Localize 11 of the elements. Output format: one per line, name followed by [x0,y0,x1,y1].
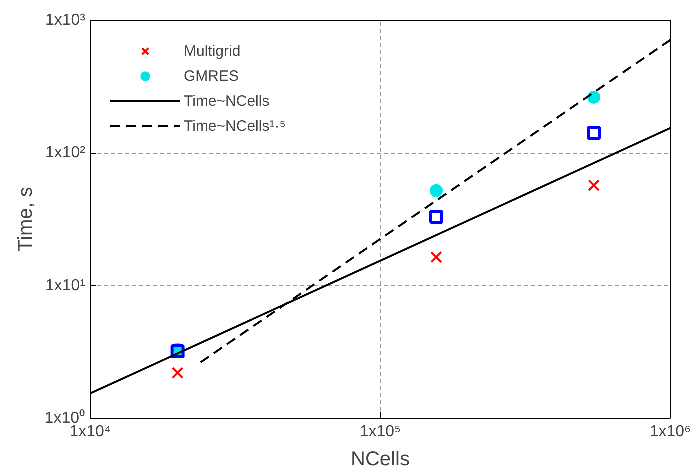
y-axis-title: Time, s [14,187,37,252]
legend-label: Time~NCells¹·⁵ [184,118,286,134]
y-tick-label: 1x10² [45,144,86,162]
y-tick-label: 1x10³ [45,12,86,29]
x-tick-label: 1x10⁵ [360,424,402,440]
x-tick-label: 1x10⁶ [650,424,692,440]
y-tick-label: 1x10¹ [45,277,86,294]
legend-label: Multigrid [184,42,241,60]
legend-label: Time~NCells [184,92,270,110]
x-axis-title: NCells [351,448,410,470]
legend-label: GMRES [184,68,240,84]
